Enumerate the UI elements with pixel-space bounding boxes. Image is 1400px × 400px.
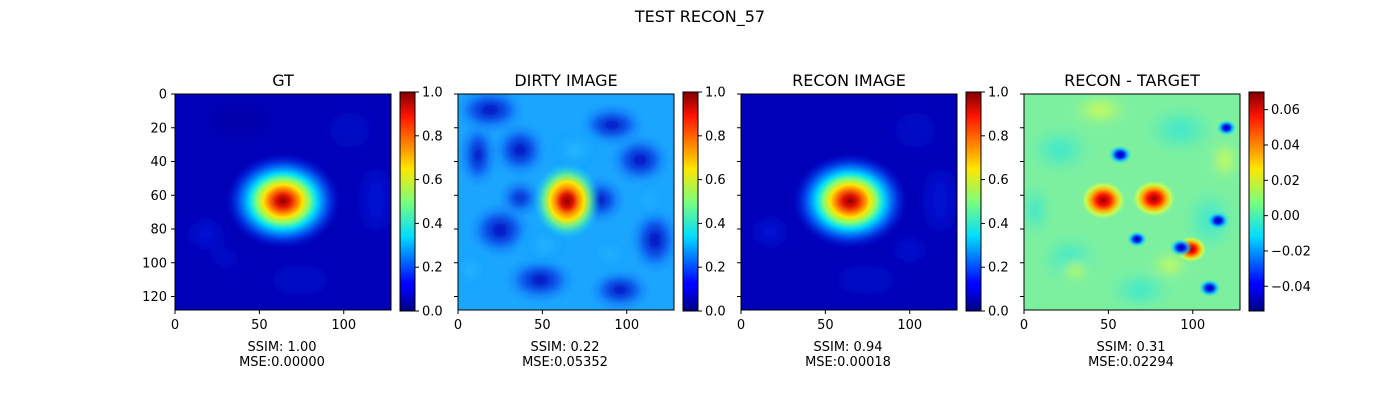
axes-frame <box>1023 93 1241 311</box>
y-tick-label: 120 <box>142 290 167 305</box>
colorbar-tick-label: 0.04 <box>1271 138 1300 153</box>
panel-title: RECON IMAGE <box>792 71 906 90</box>
colorbar-tick-label: 0.4 <box>422 217 443 232</box>
colorbar-tick-label: −0.02 <box>1271 244 1311 259</box>
colorbar-tick-label: 0.2 <box>988 261 1009 276</box>
colorbar-tick-label: 0.8 <box>705 129 726 144</box>
diff-cold-spot <box>1198 279 1221 297</box>
colorbar-tick-label: 0.2 <box>422 261 443 276</box>
y-tick-label: 20 <box>150 121 167 136</box>
x-tick-label: 50 <box>251 318 268 333</box>
mse-caption: MSE:0.00000 <box>239 355 325 370</box>
colorbar-tick-label: 1.0 <box>705 86 726 101</box>
colorbar-tick-label: 1.0 <box>422 86 443 101</box>
recon-minus-target-heatmap <box>1024 94 1240 310</box>
x-tick-label: 0 <box>737 318 745 333</box>
x-tick-label: 50 <box>534 318 551 333</box>
colorbar-tick-label: 0.2 <box>705 261 726 276</box>
y-tick-label: 80 <box>150 223 167 238</box>
x-tick-label: 100 <box>1180 318 1205 333</box>
panel-3: RECON - TARGET 0 50 100 SSIM: 0.31MSE:0.0229… <box>1020 71 1311 370</box>
panel-title: GT <box>272 71 294 90</box>
y-tick-label: 0 <box>159 88 167 103</box>
colorbar-tick-label: 0.8 <box>422 129 443 144</box>
diff-cold-spot <box>1169 238 1192 257</box>
axes-frame <box>174 93 392 311</box>
colorbar <box>399 91 416 312</box>
axes-frame <box>457 93 675 311</box>
dirty-image-heatmap <box>458 94 674 310</box>
colorbar-tick-label: 0.4 <box>988 217 1009 232</box>
colorbar-tick-label: 0.6 <box>422 173 443 188</box>
diff-cold-spot <box>1127 231 1147 248</box>
panel-title: RECON - TARGET <box>1064 71 1200 90</box>
panel-title: DIRTY IMAGE <box>514 71 617 90</box>
diff-hot-spot <box>1081 181 1126 220</box>
colorbar-tick-label: 0.0 <box>705 305 726 320</box>
colorbar-tick-label: 0.00 <box>1271 209 1300 224</box>
colorbar-tick-label: 0.6 <box>705 173 726 188</box>
diff-cold-spot <box>1108 145 1132 164</box>
colorbar-tick-label: −0.04 <box>1271 280 1311 295</box>
mse-caption: MSE:0.00018 <box>805 355 891 370</box>
colorbar-tick-label: 0.4 <box>705 217 726 232</box>
x-tick-label: 0 <box>171 318 179 333</box>
colorbar-tick-label: 0.8 <box>988 129 1009 144</box>
x-tick-label: 100 <box>331 318 356 333</box>
x-tick-label: 0 <box>1020 318 1028 333</box>
diff-cold-spot <box>1207 211 1230 230</box>
colorbar-tick-label: 0.02 <box>1271 174 1300 189</box>
ssim-caption: SSIM: 0.31 <box>1096 340 1165 355</box>
ssim-caption: SSIM: 0.94 <box>813 340 882 355</box>
y-tick-label: 100 <box>142 256 167 271</box>
colorbar <box>965 91 982 312</box>
x-tick-label: 50 <box>1100 318 1117 333</box>
mse-caption: MSE:0.02294 <box>1088 355 1174 370</box>
ssim-caption: SSIM: 1.00 <box>247 340 316 355</box>
colorbar-tick-label: 0.06 <box>1271 103 1300 118</box>
y-tick-label: 40 <box>150 155 167 170</box>
axes-frame <box>740 93 958 311</box>
panel-0: GT 0 50 100 0 20 40 60 80 100 120 SSIM: 1.00MSE:0.0… <box>142 71 443 370</box>
diff-hot-spot <box>1132 180 1176 217</box>
y-tick-label: 60 <box>150 189 167 204</box>
x-tick-label: 0 <box>454 318 462 333</box>
diff-cold-spot <box>1216 119 1237 136</box>
colorbar-tick-label: 0.6 <box>988 173 1009 188</box>
colorbar <box>682 91 699 312</box>
recon-image-heatmap <box>741 94 957 310</box>
mse-caption: MSE:0.05352 <box>522 355 608 370</box>
colorbar <box>1248 91 1265 312</box>
colorbar-tick-label: 0.0 <box>988 305 1009 320</box>
x-tick-label: 100 <box>897 318 922 333</box>
colorbar-tick-label: 1.0 <box>988 86 1009 101</box>
x-tick-label: 50 <box>817 318 834 333</box>
figure-suptitle: TEST RECON_57 <box>634 7 765 27</box>
ssim-caption: SSIM: 0.22 <box>530 340 599 355</box>
colorbar-tick-label: 0.0 <box>422 305 443 320</box>
x-tick-label: 100 <box>614 318 639 333</box>
gt-heatmap <box>175 94 391 310</box>
